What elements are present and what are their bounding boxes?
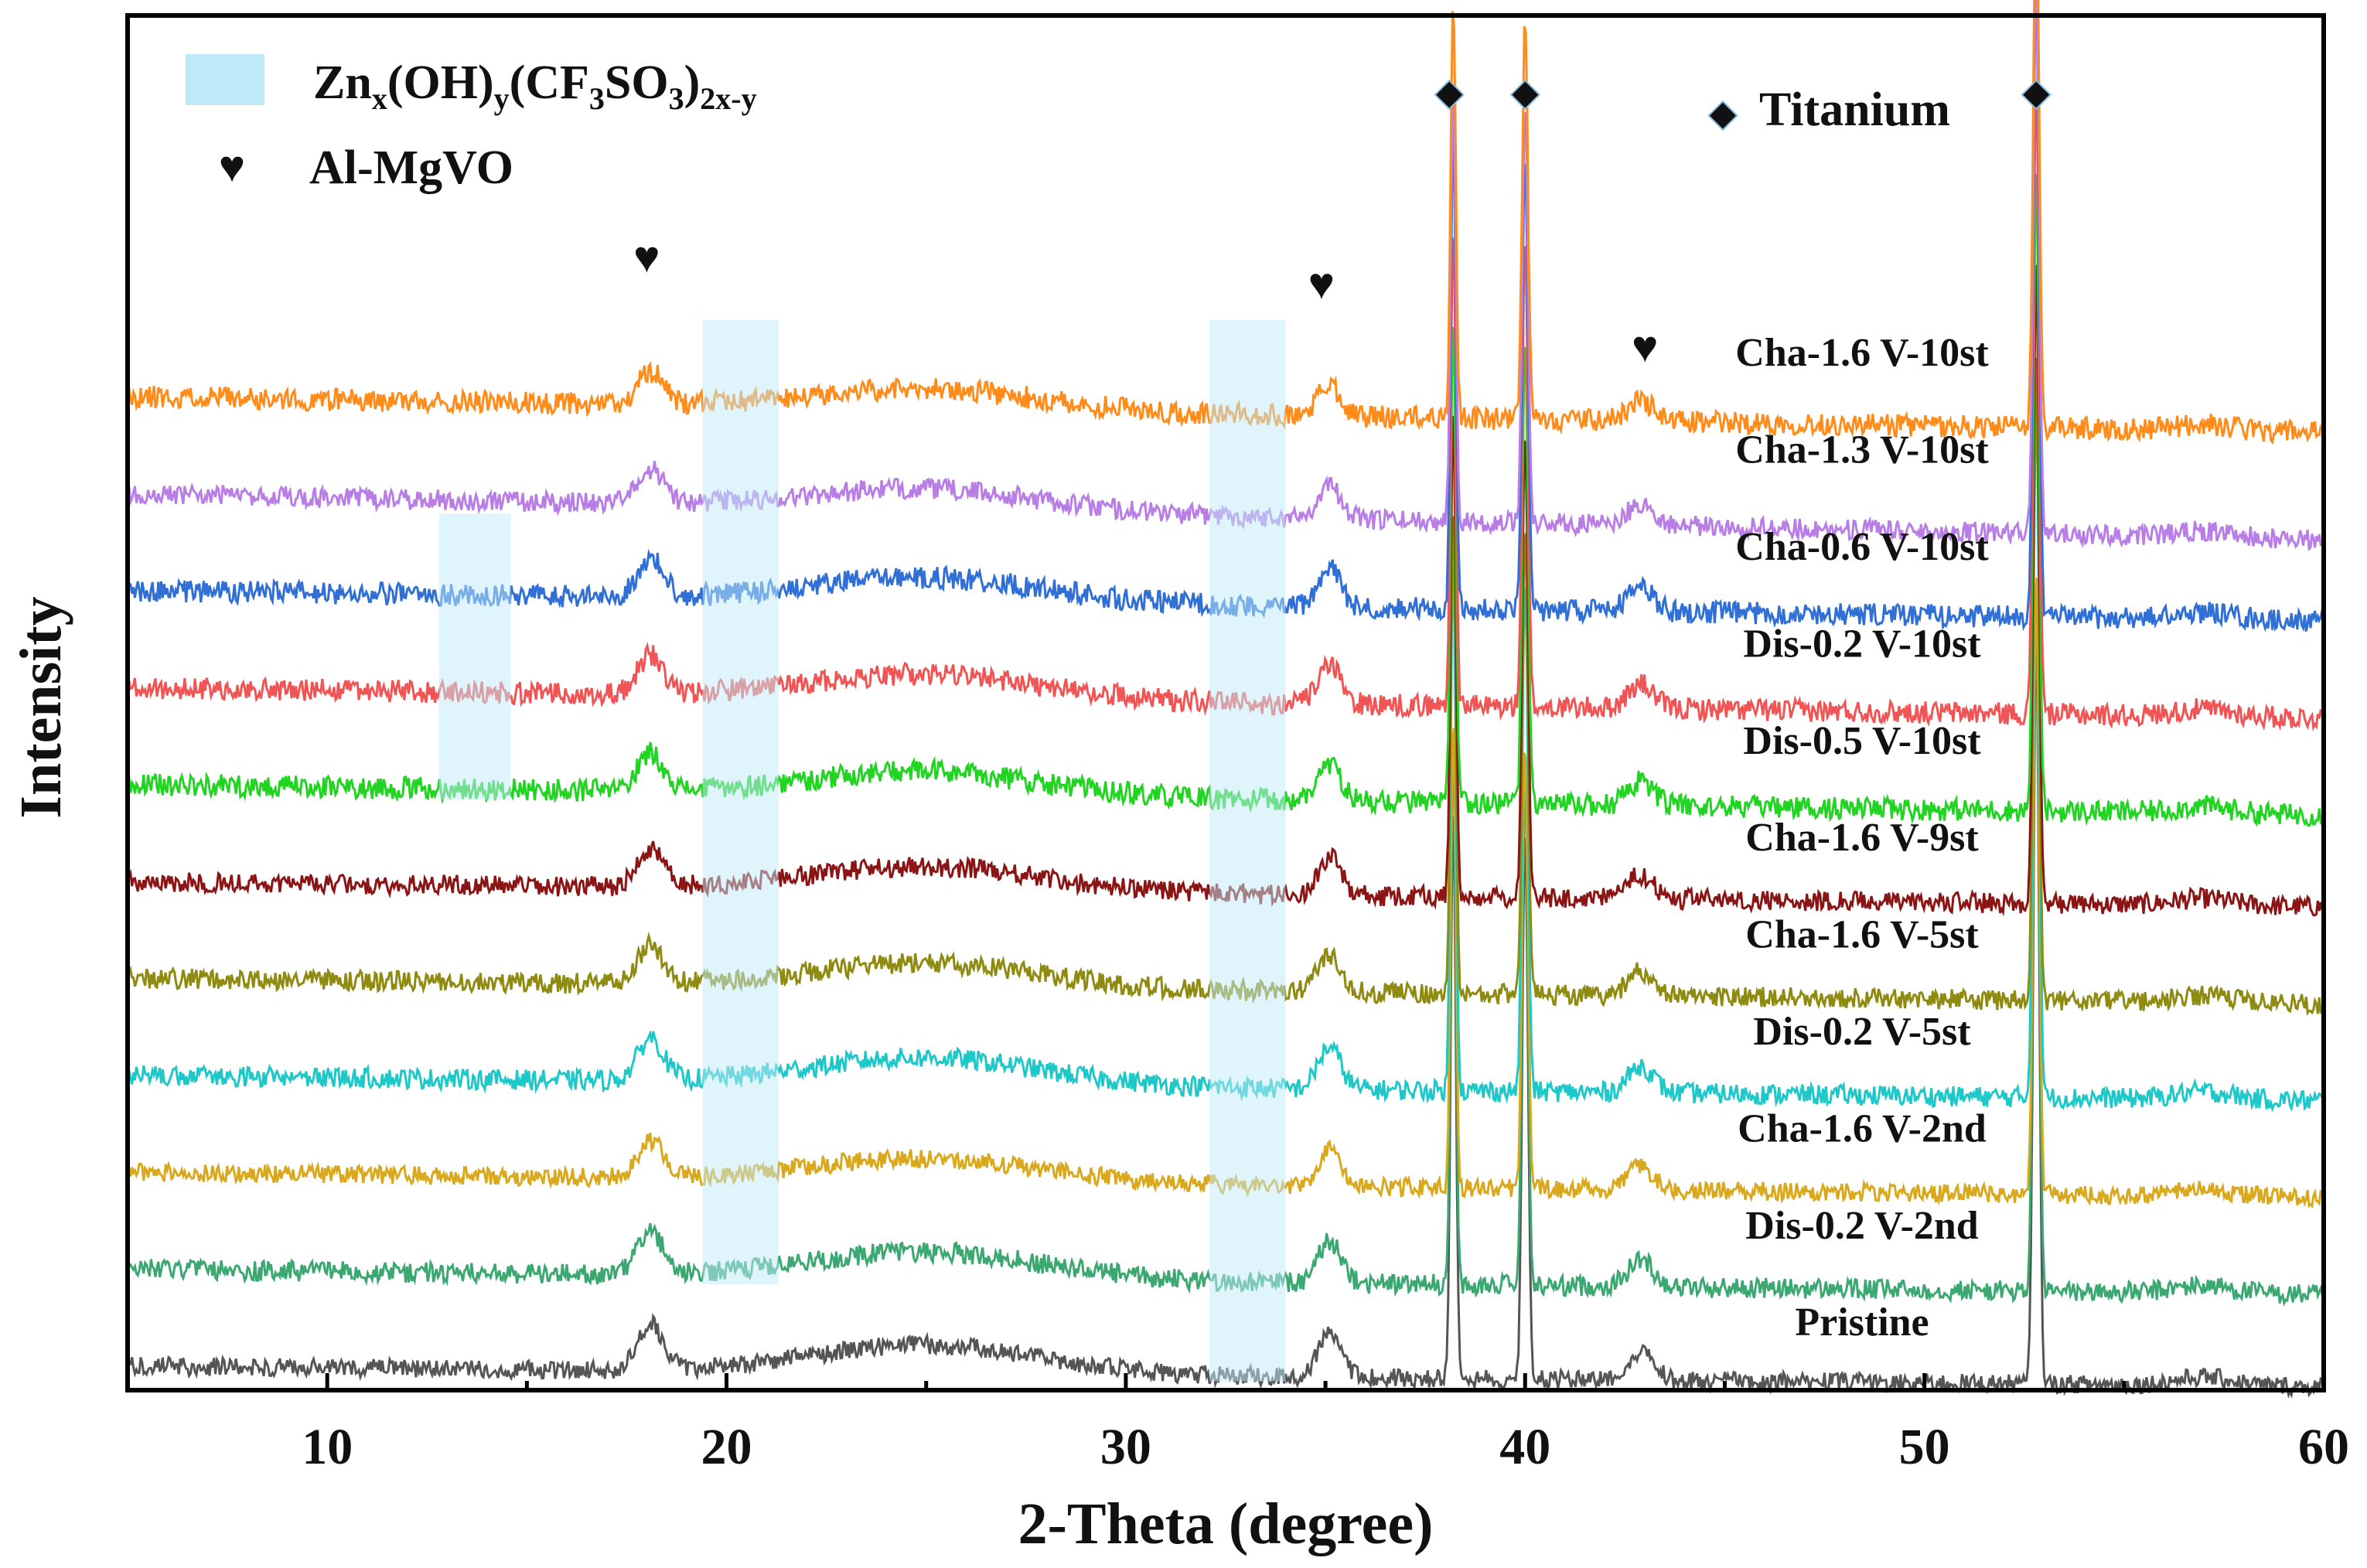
x-tick-label: 60 [2298, 1419, 2349, 1475]
diamond-marker-5: ◆ [1511, 72, 1540, 113]
series-label-cha-0-6-v-10st: Cha-0.6 V-10st [1735, 525, 1989, 569]
series-label-cha-1-6-v-5st: Cha-1.6 V-5st [1745, 913, 1979, 957]
y-axis-label: Intensity [9, 596, 73, 818]
series-label-cha-1-6-v-2nd: Cha-1.6 V-2nd [1738, 1106, 1987, 1150]
legend-heart-label: Al-MgVO [309, 141, 513, 194]
legend-band-swatch [186, 54, 264, 105]
legend-band-label: Znx(OH)y(CF3SO3)2x-y [313, 56, 757, 116]
heart-marker-3: ♥ [1632, 322, 1658, 372]
diamond-marker-6: ◆ [2022, 72, 2051, 113]
shaded-band-3 [1209, 319, 1286, 1382]
series-label-dis-0-2-v-5st: Dis-0.2 V-5st [1753, 1010, 1971, 1054]
legend-diamond-icon: ◆ [1709, 93, 1738, 134]
series-label-dis-0-2-v-10st: Dis-0.2 V-10st [1743, 622, 1981, 666]
plot-frame [125, 13, 2326, 1392]
x-tick-label: 50 [1899, 1419, 1950, 1475]
peak-markers: ♥ ♥ ♥ ◆ ◆ ◆ [633, 71, 2052, 372]
x-tick-label: 10 [302, 1419, 353, 1475]
legend-heart-icon: ♥ [219, 141, 245, 192]
shaded-band-2 [702, 319, 779, 1285]
series-label-pristine: Pristine [1795, 1300, 1929, 1345]
series-label-cha-1-6-v-9st: Cha-1.6 V-9st [1745, 816, 1979, 860]
series-labels: Pristine Dis-0.2 V-2nd Cha-1.6 V-2nd Dis-0.… [1735, 331, 1989, 1345]
series-label-dis-0-5-v-10st: Dis-0.5 V-10st [1743, 719, 1981, 763]
x-tick-label: 20 [701, 1419, 752, 1475]
series-label-cha-1-6-v-10st: Cha-1.6 V-10st [1735, 331, 1989, 375]
legend-diamond-label: Titanium [1759, 84, 1950, 136]
heart-marker-1: ♥ [633, 232, 660, 282]
diamond-marker-4: ◆ [1435, 72, 1464, 113]
shaded-bands [438, 319, 1286, 1382]
x-axis-label: 2-Theta (degree) [1018, 1491, 1434, 1556]
series-label-dis-0-2-v-2nd: Dis-0.2 V-2nd [1745, 1204, 1979, 1248]
shaded-band-1 [438, 513, 511, 800]
x-axis-ticks: 10 20 30 40 50 60 [125, 1373, 2349, 1475]
legend: Znx(OH)y(CF3SO3)2x-y ♥ Al-MgVO ◆ Titaniu… [186, 54, 1950, 194]
series-label-cha-1-3-v-10st: Cha-1.3 V-10st [1735, 428, 1989, 472]
x-tick-label: 30 [1100, 1419, 1151, 1475]
x-tick-label: 40 [1499, 1419, 1550, 1475]
heart-marker-2: ♥ [1308, 258, 1335, 308]
